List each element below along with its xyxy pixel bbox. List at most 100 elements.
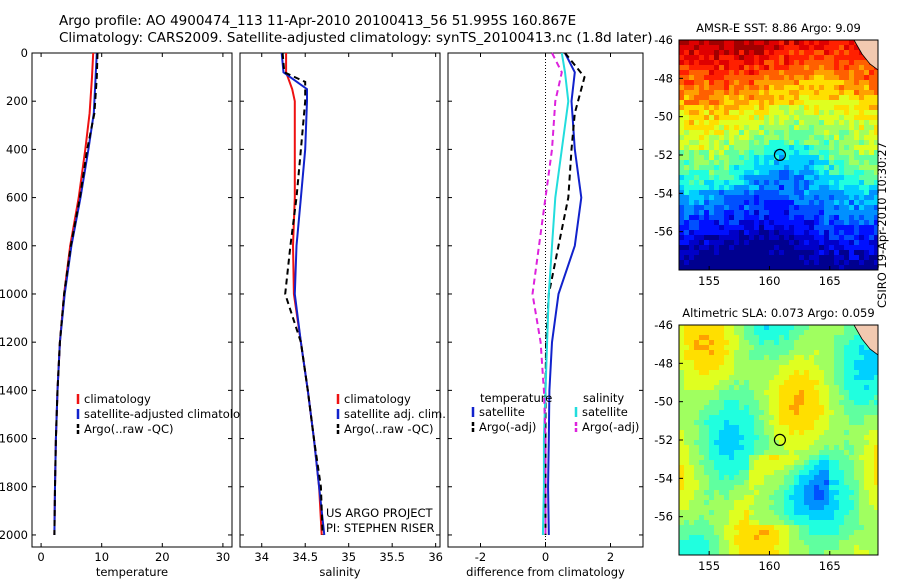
map-cell [794, 455, 800, 461]
map-cell [789, 425, 795, 431]
map-cell [854, 60, 860, 66]
map-cell [714, 425, 720, 431]
map-cell [709, 525, 715, 531]
map-cell [704, 185, 710, 191]
map-cell [814, 190, 820, 196]
map-cell [684, 180, 690, 186]
map-cell [854, 245, 860, 251]
map-cell [789, 385, 795, 391]
map-cell [844, 470, 850, 476]
map-cell [734, 120, 740, 126]
map-cell [804, 140, 810, 146]
map-cell [854, 540, 860, 546]
map-cell [764, 450, 770, 456]
map-cell [764, 170, 770, 176]
map-cell [754, 255, 760, 261]
map-cell [764, 495, 770, 501]
map-cell [854, 340, 860, 346]
map-cell [714, 50, 720, 56]
map-cell [844, 440, 850, 446]
map-cell [849, 515, 855, 521]
map-cell [739, 395, 745, 401]
map-cell [759, 205, 765, 211]
map-cell [754, 150, 760, 156]
map-cell [714, 535, 720, 541]
map-cell [804, 185, 810, 191]
map-cell [869, 145, 875, 151]
map-cell [714, 40, 720, 46]
map-cell [774, 495, 780, 501]
map-cell [709, 220, 715, 226]
map-cell [764, 95, 770, 101]
map-cell [874, 520, 878, 526]
map-cell [794, 380, 800, 386]
map-cell [814, 105, 820, 111]
map-cell [729, 540, 735, 546]
map-cell [774, 545, 780, 551]
map-cell [684, 420, 690, 426]
map-cell [709, 505, 715, 511]
map-cell [704, 65, 710, 71]
map-cell [774, 405, 780, 411]
map-cell [804, 175, 810, 181]
map-cell [824, 420, 830, 426]
temperature-xlabel: temperature [96, 565, 168, 579]
map-cell [849, 545, 855, 551]
map-cell [799, 140, 805, 146]
map-cell [814, 90, 820, 96]
map-cell [874, 400, 878, 406]
map-cell [814, 505, 820, 511]
map-cell [749, 45, 755, 51]
map-cell [764, 455, 770, 461]
map-cell [839, 455, 845, 461]
map-cell [859, 200, 865, 206]
map-cell [739, 50, 745, 56]
map-cell [709, 360, 715, 366]
map-cell [809, 445, 815, 451]
map-cell [819, 120, 825, 126]
map-cell [779, 110, 785, 116]
map-cell [709, 45, 715, 51]
map-cell [814, 420, 820, 426]
map-cell [814, 545, 820, 551]
map-cell [799, 100, 805, 106]
map-cell [764, 540, 770, 546]
map-cell [694, 385, 700, 391]
map-cell [694, 500, 700, 506]
map-cell [739, 230, 745, 236]
map-cell [729, 355, 735, 361]
map-cell [719, 165, 725, 171]
map-cell [824, 405, 830, 411]
map-cell [714, 495, 720, 501]
map-cell [739, 420, 745, 426]
map-cell [854, 235, 860, 241]
map-cell [789, 170, 795, 176]
map-cell [779, 430, 785, 436]
map-cell [774, 435, 780, 441]
map-cell [859, 460, 865, 466]
map-cell [804, 495, 810, 501]
map-cell [749, 370, 755, 376]
map-cell [864, 390, 870, 396]
map-cell [719, 445, 725, 451]
map-cell [779, 410, 785, 416]
map-cell [794, 135, 800, 141]
map-cell [874, 490, 878, 496]
map-cell [794, 350, 800, 356]
map-cell [754, 120, 760, 126]
map-cell [769, 130, 775, 136]
map-cell [869, 535, 875, 541]
map-cell [759, 485, 765, 491]
map-cell [744, 150, 750, 156]
map-cell [794, 420, 800, 426]
map-cell [764, 210, 770, 216]
map-cell [679, 425, 685, 431]
map-cell [714, 385, 720, 391]
map-cell [689, 185, 695, 191]
map-cell [859, 430, 865, 436]
map-cell [769, 440, 775, 446]
map-cell [864, 130, 870, 136]
map-cell [774, 60, 780, 66]
map-cell [714, 235, 720, 241]
map-cell [834, 540, 840, 546]
